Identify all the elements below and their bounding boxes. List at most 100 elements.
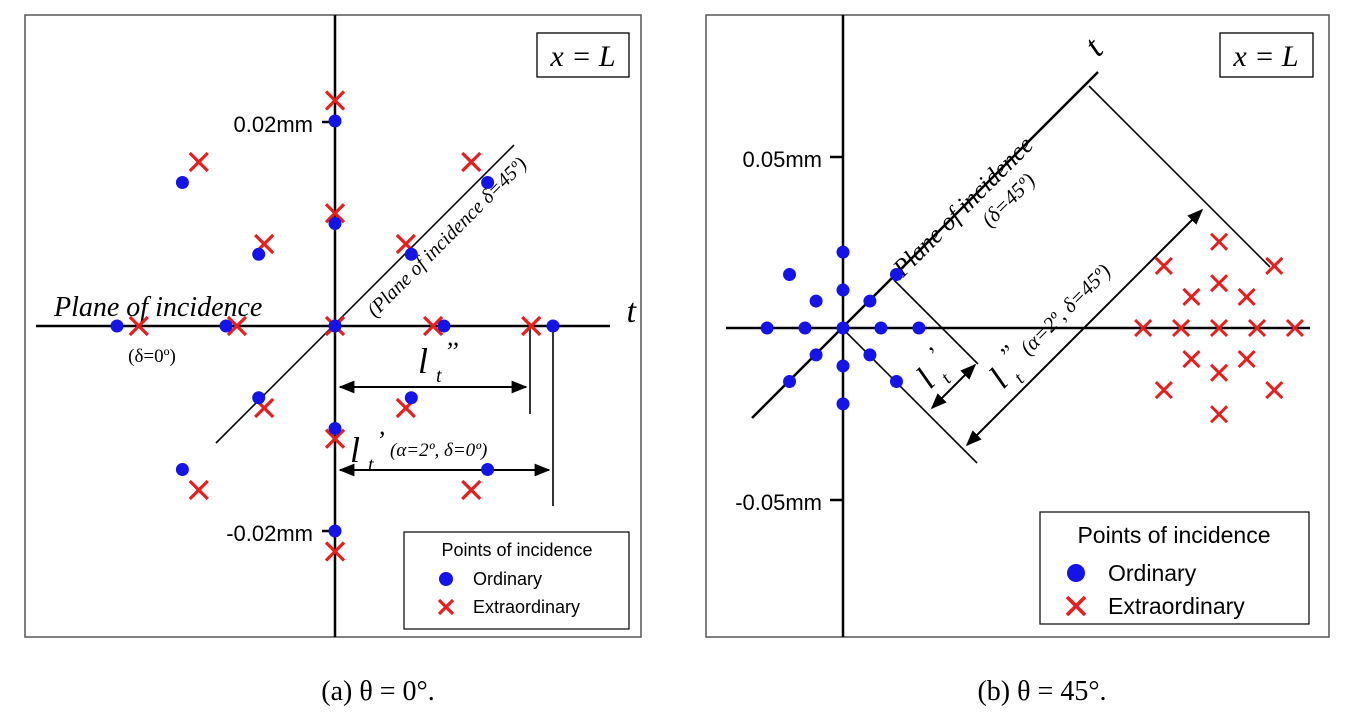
ordinary-point: [783, 374, 797, 388]
panel-b-legend: [1039, 511, 1310, 625]
ordinary-point: [809, 348, 823, 362]
panel-b-lt2-arrow: [965, 208, 1204, 447]
extraordinary-point: [128, 315, 149, 337]
panel-a-ytick-label: -0.02mm: [226, 521, 313, 546]
ordinary-point: [836, 321, 850, 335]
extraordinary-point: [1154, 381, 1173, 400]
extraordinary-point: [1182, 349, 1201, 369]
panel-b-corner-label: x = L: [1232, 40, 1298, 73]
ordinary-point: [546, 319, 560, 333]
ordinary-point: [437, 319, 451, 333]
extraordinary-point: [1237, 349, 1256, 369]
panel-a-lt2-symbol: l: [418, 341, 428, 381]
extraordinary-point: [324, 428, 346, 449]
panel-b-lt2-label: l t ’’ (α=2º, δ=45º): [982, 259, 1116, 396]
panel-a-lt1-params: (α=2º, δ=0º): [390, 440, 487, 461]
extraordinary-point: [422, 315, 444, 337]
panel-b-legend-label-extraordinary: Extraordinary: [1108, 593, 1245, 619]
panel-a-legend-marker-extraordinary: [437, 598, 455, 616]
panel-b: 0.05mm -0.05mm x = L t Plane of incidenc…: [705, 14, 1330, 638]
panel-b-lt1-sup: ’: [923, 343, 947, 367]
extraordinary-point: [188, 151, 209, 173]
ordinary-point: [836, 397, 850, 411]
ordinary-point: [252, 391, 266, 405]
ordinary-point: [481, 463, 495, 476]
extraordinary-point: [188, 479, 209, 501]
ordinary-point: [219, 319, 233, 333]
ordinary-point: [328, 217, 342, 230]
ordinary-point: [836, 245, 850, 259]
panel-a-marks: [110, 90, 560, 562]
panel-a-lt1-symbol: l: [350, 430, 360, 470]
panel-b-marks: [760, 232, 1305, 424]
ordinary-point: [836, 359, 850, 373]
panel-b-lt1-label: l t ’: [909, 343, 956, 395]
extraordinary-point: [324, 90, 346, 111]
extraordinary-point: [1134, 318, 1153, 338]
panel-a-frame: [24, 14, 642, 638]
panel-b-ytick-label: -0.05mm: [735, 490, 822, 515]
extraordinary-point: [1265, 256, 1284, 275]
panel-b-lt2-params: (α=2º, δ=45º): [1015, 259, 1116, 360]
ordinary-point: [175, 176, 189, 189]
panel-b-extension-origin: [842, 328, 978, 464]
ordinary-point: [404, 391, 418, 405]
extraordinary-point: [1172, 318, 1191, 338]
extraordinary-point: [1209, 232, 1229, 251]
ordinary-point: [328, 524, 342, 538]
panel-b-ytick-label: 0.05mm: [743, 147, 822, 172]
ordinary-point: [783, 268, 797, 282]
ordinary-point: [404, 247, 418, 261]
ordinary-point: [874, 321, 888, 335]
extraordinary-point: [1265, 381, 1284, 400]
panel-b-axis-label-t: t: [1077, 30, 1111, 64]
panel-b-corner-box: [1219, 32, 1314, 78]
extraordinary-point: [1154, 256, 1173, 275]
extraordinary-point: [1209, 405, 1229, 424]
panel-a-corner-label: x = L: [549, 40, 615, 73]
extraordinary-point: [1237, 287, 1256, 307]
ordinary-point: [175, 463, 189, 476]
panel-b-lt1-sub: t: [937, 369, 956, 388]
extraordinary-point: [1247, 318, 1267, 338]
extraordinary-point: [1209, 318, 1229, 338]
panel-a-legend-title: Points of incidence: [441, 540, 592, 560]
panel-b-legend-title: Points of incidence: [1077, 522, 1270, 548]
panel-a-lt2-sub: t: [436, 365, 442, 387]
caption-a: (a) θ = 0°.: [321, 676, 434, 707]
panel-a-lt1-sub: t: [368, 454, 374, 476]
panel-b-legend-marker-ordinary: [1067, 564, 1085, 582]
panel-a-ytick-label: 0.02mm: [234, 112, 313, 137]
panel-a: 0.02mm -0.02mm t x = L (Plane of inciden…: [24, 14, 642, 638]
extraordinary-point: [226, 315, 248, 337]
panel-a-legend-label-extraordinary: Extraordinary: [473, 597, 580, 617]
extraordinary-point: [324, 203, 346, 224]
ordinary-point: [863, 348, 877, 362]
panel-a-plane45-label: (Plane of incidence δ=45º): [363, 153, 532, 322]
ordinary-point: [889, 374, 903, 388]
panel-b-lt1-extension-far: [893, 279, 979, 365]
panel-a-lt1-sup: ’: [376, 426, 385, 455]
ordinary-point: [798, 321, 812, 335]
extraordinary-point: [1209, 274, 1229, 293]
extraordinary-point: [521, 315, 542, 337]
panel-a-legend-marker-ordinary: [439, 572, 453, 586]
extraordinary-point: [461, 479, 482, 501]
ordinary-point: [912, 321, 926, 335]
panel-a-plane0-angle: (δ=0º): [128, 346, 176, 367]
ordinary-point: [809, 294, 823, 308]
panel-b-legend-marker-extraordinary: [1065, 595, 1087, 617]
ordinary-point: [328, 422, 342, 435]
panel-a-legend-label-ordinary: Ordinary: [473, 569, 542, 589]
panel-b-legend-label-ordinary: Ordinary: [1108, 560, 1197, 586]
panel-a-lt2-sup: ’’: [444, 337, 458, 366]
panel-b-lt2-extension-far: [1088, 85, 1271, 268]
ordinary-point: [328, 114, 342, 128]
panel-b-frame: [705, 14, 1330, 638]
extraordinary-point: [1182, 287, 1201, 307]
panel-a-incidence-line-45: [215, 144, 515, 444]
ordinary-point: [760, 321, 774, 335]
panel-a-axis-label-t: t: [627, 293, 638, 330]
ordinary-point: [889, 268, 903, 282]
